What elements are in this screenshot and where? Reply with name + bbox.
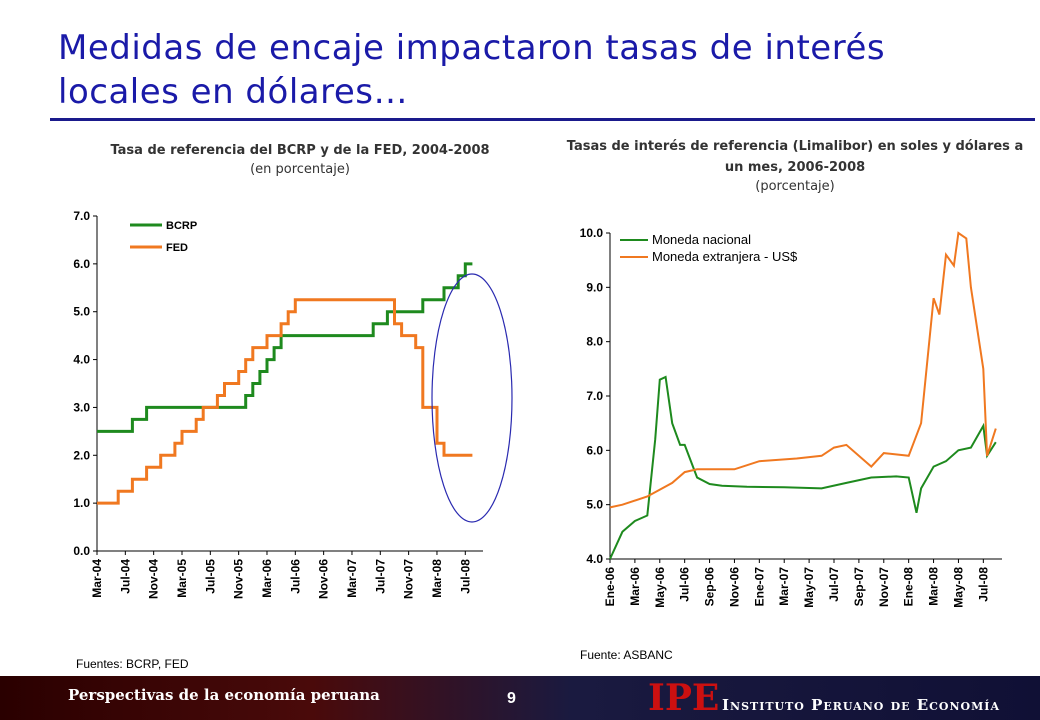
x-tick-label: Nov-06 (317, 559, 331, 599)
y-tick-label: 8.0 (586, 335, 603, 349)
y-tick-label: 2.0 (73, 448, 90, 462)
y-tick-label: 4.0 (73, 353, 90, 367)
y-tick-label: 4.0 (586, 552, 603, 566)
x-tick-label: Jul-07 (827, 567, 841, 602)
legend-label: Moneda nacional (652, 232, 751, 247)
chart2-title: Tasas de interés de referencia (Limalibo… (566, 139, 1024, 175)
chart1-title-block: Tasa de referencia del BCRP y de la FED,… (60, 140, 540, 179)
series-line-moneda-nacional (609, 375, 997, 560)
chart2-title-block: Tasas de interés de referencia (Limalibo… (560, 136, 1030, 196)
x-tick-label: Sep-06 (703, 567, 717, 607)
legend-label: FED (166, 242, 188, 254)
chart1-source: Fuentes: BCRP, FED (76, 657, 189, 671)
y-tick-label: 1.0 (73, 496, 90, 510)
x-tick-label: Mar-04 (90, 559, 104, 598)
chart1-title: Tasa de referencia del BCRP y de la FED,… (110, 143, 490, 158)
title-underline (50, 118, 1035, 121)
x-tick-label: Mar-05 (175, 559, 189, 598)
series-line-fed (97, 298, 473, 505)
y-tick-label: 7.0 (586, 389, 603, 403)
logo-name: Instituto Peruano de Economía (722, 696, 1000, 714)
x-tick-label: Jul-06 (288, 559, 302, 594)
slide-title: Medidas de encaje impactaron tasas de in… (58, 28, 886, 112)
y-tick-label: 9.0 (586, 280, 603, 294)
x-tick-label: Jul-05 (203, 559, 217, 594)
y-tick-label: 6.0 (73, 257, 90, 271)
y-tick-label: 3.0 (73, 400, 90, 414)
x-tick-label: Ene-08 (902, 567, 916, 607)
x-tick-label: Nov-04 (147, 559, 161, 599)
x-tick-label: Nov-05 (232, 559, 246, 599)
y-tick-label: 6.0 (586, 443, 603, 457)
x-tick-label: Jul-07 (373, 559, 387, 594)
x-tick-label: Jul-08 (976, 567, 990, 602)
x-tick-label: Mar-08 (430, 559, 444, 598)
chart2-subtitle: (porcentaje) (755, 179, 835, 194)
y-tick-label: 5.0 (586, 498, 603, 512)
chart1-subtitle: (en porcentaje) (250, 162, 350, 177)
x-tick-label: Ene-07 (752, 567, 766, 607)
highlight-ellipse (431, 273, 513, 523)
x-tick-label: Mar-07 (777, 567, 791, 606)
legend-label: BCRP (166, 220, 197, 232)
series-line-moneda-extranjera-us- (609, 231, 997, 509)
y-tick-label: 0.0 (73, 544, 90, 558)
x-tick-label: Mar-07 (345, 559, 359, 598)
x-tick-label: May-06 (653, 567, 667, 608)
x-tick-label: Nov-07 (877, 567, 891, 607)
legend-label: Moneda extranjera - US$ (652, 249, 798, 264)
chart2-source: Fuente: ASBANC (580, 648, 673, 662)
chart2-limalibor: 4.0 5.0 6.0 7.0 8.0 9.0 10.0 Ene-06 Mar-06 May-06… (580, 226, 1002, 608)
x-tick-label: Ene-06 (603, 567, 617, 607)
x-tick-label: Mar-06 (628, 567, 642, 606)
logo-ipe: IPE (648, 677, 720, 719)
x-tick-label: Jul-06 (678, 567, 692, 602)
x-tick-label: Jul-04 (118, 559, 132, 594)
x-tick-label: May-08 (951, 567, 965, 608)
y-tick-label: 10.0 (580, 226, 604, 240)
x-tick-label: May-07 (802, 567, 816, 608)
x-tick-label: Mar-08 (927, 567, 941, 606)
footer-text: Perspectivas de la economía peruana (68, 686, 380, 704)
footer-bar (0, 676, 1040, 720)
y-tick-label: 7.0 (73, 209, 90, 223)
series-line-bcrp (97, 262, 473, 433)
chart1-bcrp-fed: 0.0 1.0 2.0 3.0 4.0 5.0 6.0 7.0 Mar-04 Jul-04 Nov-… (73, 209, 513, 599)
x-tick-label: Nov-07 (402, 559, 416, 599)
x-tick-label: Mar-06 (260, 559, 274, 598)
y-tick-label: 5.0 (73, 305, 90, 319)
page-number: 9 (507, 690, 516, 707)
x-tick-label: Sep-07 (852, 567, 866, 607)
x-tick-label: Jul-08 (458, 559, 472, 594)
x-tick-label: Nov-06 (727, 567, 741, 607)
